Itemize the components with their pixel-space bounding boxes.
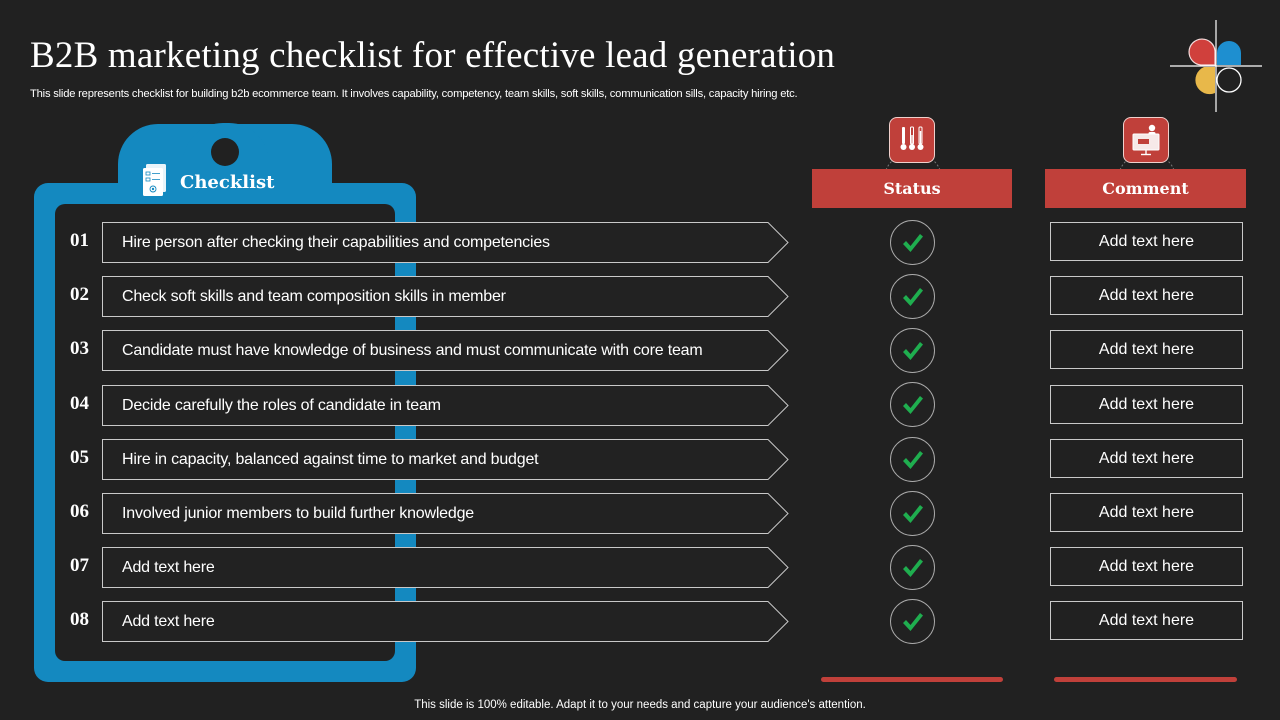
row-number: 02	[70, 284, 89, 305]
row-number: 06	[70, 501, 89, 522]
presentation-monitor-person-icon	[1123, 117, 1169, 163]
status-checkbox[interactable]	[890, 545, 935, 590]
comment-field[interactable]: Add text here	[1050, 439, 1243, 478]
comment-field[interactable]: Add text here	[1050, 493, 1243, 532]
checkmark-icon	[903, 613, 923, 631]
checklist-item[interactable]: Involved junior members to build further…	[102, 493, 790, 534]
checkmark-icon	[903, 234, 923, 252]
comment-field[interactable]: Add text here	[1050, 385, 1243, 424]
checklist-item-text: Involved junior members to build further…	[122, 505, 474, 522]
status-checkbox[interactable]	[890, 437, 935, 482]
status-checkbox[interactable]	[890, 382, 935, 427]
clipboard-paper	[55, 204, 395, 661]
row-number: 08	[70, 609, 89, 630]
checklist-item-text: Add text here	[122, 613, 215, 630]
chevron-box-shape	[102, 547, 789, 588]
checkmark-icon	[903, 505, 923, 523]
comment-field[interactable]: Add text here	[1050, 276, 1243, 315]
checklist-item-text: Add text here	[122, 559, 215, 576]
chevron-box-shape	[102, 439, 789, 480]
checklist-item[interactable]: Add text here	[102, 547, 790, 588]
checklist-item[interactable]: Decide carefully the roles of candidate …	[102, 385, 790, 426]
comment-field[interactable]: Add text here	[1050, 330, 1243, 369]
chevron-box-shape	[102, 276, 789, 317]
checkmark-icon	[903, 451, 923, 469]
checklist-item-text: Decide carefully the roles of candidate …	[122, 397, 441, 414]
checkmark-icon	[903, 342, 923, 360]
chevron-box-shape	[102, 222, 789, 263]
checklist-item[interactable]: Check soft skills and team composition s…	[102, 276, 790, 317]
chevron-box-shape	[102, 385, 789, 426]
checklist-item[interactable]: Add text here	[102, 601, 790, 642]
row-number: 05	[70, 447, 89, 468]
status-checkbox[interactable]	[890, 491, 935, 536]
checklist-item-text: Candidate must have knowledge of busines…	[122, 342, 703, 359]
checkmark-icon	[903, 559, 923, 577]
comment-bottom-bar	[1054, 677, 1237, 682]
footer-note: This slide is 100% editable. Adapt it to…	[414, 699, 866, 711]
checklist-heading: Checklist	[180, 172, 275, 193]
row-number: 01	[70, 230, 89, 251]
comment-field[interactable]: Add text here	[1050, 222, 1243, 261]
checklist-item-text: Hire person after checking their capabil…	[122, 234, 550, 251]
status-checkbox[interactable]	[890, 220, 935, 265]
clipboard-spine	[395, 204, 416, 661]
checklist-item[interactable]: Candidate must have knowledge of busines…	[102, 330, 790, 371]
checkmark-icon	[903, 288, 923, 306]
status-checkbox[interactable]	[890, 328, 935, 373]
comment-field[interactable]: Add text here	[1050, 547, 1243, 586]
status-column-header: Status	[812, 169, 1012, 208]
checkmark-icon	[903, 396, 923, 414]
checklist-item-text: Check soft skills and team composition s…	[122, 288, 506, 305]
row-number: 07	[70, 555, 89, 576]
quadrant-petals-logo-icon	[1168, 18, 1264, 114]
clipboard-hole	[211, 138, 239, 166]
checklist-item[interactable]: Hire person after checking their capabil…	[102, 222, 790, 263]
checklist-item-text: Hire in capacity, balanced against time …	[122, 451, 539, 468]
status-checkbox[interactable]	[890, 274, 935, 319]
comment-column-header: Comment	[1045, 169, 1246, 208]
chevron-box-shape	[102, 493, 789, 534]
status-bottom-bar	[821, 677, 1003, 682]
status-checkbox[interactable]	[890, 599, 935, 644]
chevron-box-shape	[102, 330, 789, 371]
chevron-box-shape	[102, 601, 789, 642]
checklist-document-icon	[142, 164, 168, 196]
page-subtitle: This slide represents checklist for buil…	[30, 88, 798, 100]
checklist-item[interactable]: Hire in capacity, balanced against time …	[102, 439, 790, 480]
row-number: 03	[70, 338, 89, 359]
comment-field[interactable]: Add text here	[1050, 601, 1243, 640]
row-number: 04	[70, 393, 89, 414]
thermometer-gauges-icon	[889, 117, 935, 163]
page-title: B2B marketing checklist for effective le…	[30, 35, 836, 76]
